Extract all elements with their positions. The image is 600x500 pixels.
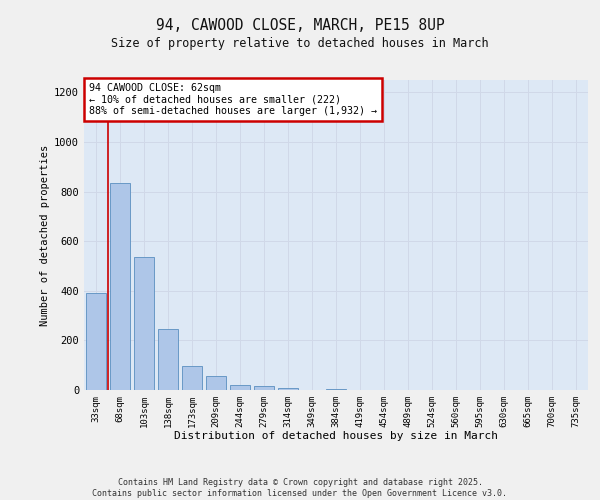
Bar: [134, 258, 154, 390]
Text: 94, CAWOOD CLOSE, MARCH, PE15 8UP: 94, CAWOOD CLOSE, MARCH, PE15 8UP: [155, 18, 445, 32]
Bar: [86, 294, 106, 390]
X-axis label: Distribution of detached houses by size in March: Distribution of detached houses by size …: [174, 432, 498, 442]
Bar: [254, 386, 274, 390]
Bar: [278, 388, 298, 390]
Bar: [230, 385, 250, 390]
Bar: [110, 183, 130, 390]
Bar: [158, 329, 178, 390]
Text: Size of property relative to detached houses in March: Size of property relative to detached ho…: [111, 38, 489, 51]
Bar: [182, 366, 202, 390]
Bar: [206, 376, 226, 390]
Bar: [326, 389, 346, 390]
Y-axis label: Number of detached properties: Number of detached properties: [40, 144, 50, 326]
Text: 94 CAWOOD CLOSE: 62sqm
← 10% of detached houses are smaller (222)
88% of semi-de: 94 CAWOOD CLOSE: 62sqm ← 10% of detached…: [89, 83, 377, 116]
Text: Contains HM Land Registry data © Crown copyright and database right 2025.
Contai: Contains HM Land Registry data © Crown c…: [92, 478, 508, 498]
